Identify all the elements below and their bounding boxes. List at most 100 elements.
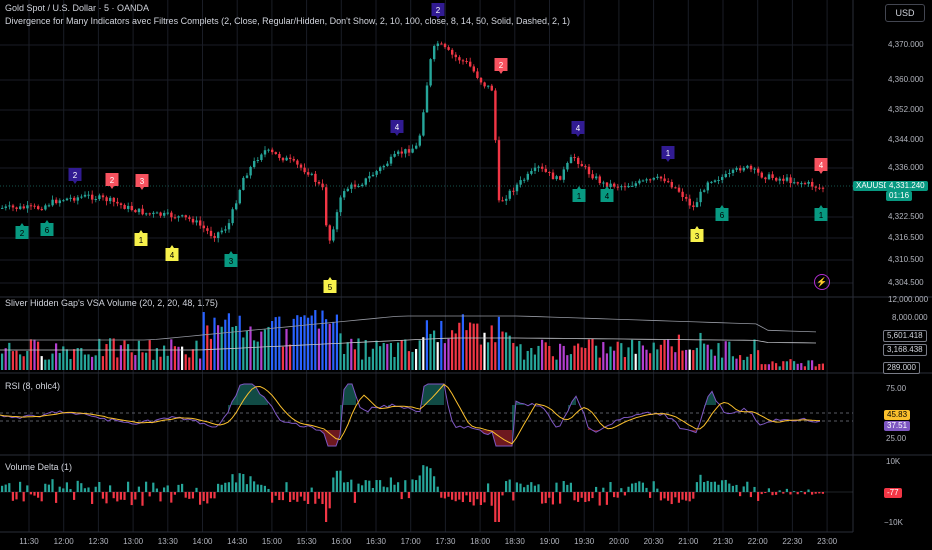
delta-bar	[130, 492, 133, 506]
volume-bar	[454, 333, 457, 370]
volume-bar	[328, 323, 331, 370]
volume-bar	[703, 343, 706, 370]
volume-bar	[375, 340, 378, 370]
volume-delta-legend[interactable]: Volume Delta (1)	[5, 462, 73, 472]
candle	[519, 180, 522, 185]
indicator-legend[interactable]: Divergence for Many Indicators avec Filt…	[5, 16, 571, 26]
time-tick: 21:00	[678, 537, 699, 546]
volume-bar	[29, 339, 32, 370]
volume-bar	[551, 356, 554, 370]
currency-button[interactable]: USD	[885, 4, 925, 22]
volume-bar	[163, 345, 166, 370]
delta-bar	[760, 492, 763, 495]
candle	[609, 183, 612, 188]
volume-bar	[94, 355, 97, 370]
candle	[339, 197, 342, 213]
delta-bar	[785, 488, 788, 492]
volume-bar	[274, 317, 277, 370]
volume-bar	[425, 320, 428, 370]
candle	[37, 206, 40, 210]
volume-bar	[69, 358, 72, 370]
volume-bar	[533, 354, 536, 370]
candle	[674, 187, 677, 189]
candle	[465, 61, 468, 63]
volume-bar	[814, 366, 817, 370]
symbol-legend[interactable]: Gold Spot / U.S. Dollar · 5 · OANDA	[5, 3, 150, 13]
delta-bar	[382, 486, 385, 492]
candle	[249, 166, 252, 176]
candle	[141, 208, 144, 215]
delta-bar	[314, 492, 317, 504]
delta-bar	[235, 482, 238, 492]
delta-bar	[771, 492, 774, 496]
delta-bar	[811, 492, 814, 495]
delta-bar	[407, 492, 410, 499]
rsi-overbought-fill	[248, 384, 252, 405]
delta-bar	[555, 482, 558, 492]
delta-bar	[267, 488, 270, 492]
volume-bar	[523, 359, 526, 370]
volume-bar	[253, 340, 256, 370]
volume-value-label: 289.000	[883, 362, 920, 374]
candle	[145, 213, 148, 215]
delta-bar	[436, 486, 439, 492]
volume-bar	[65, 349, 68, 370]
candle	[443, 43, 447, 48]
volume-bar	[742, 359, 745, 370]
delta-bar	[224, 482, 227, 492]
volume-bar	[105, 344, 108, 370]
candle	[487, 85, 490, 87]
volume-delta-pane[interactable]	[0, 465, 853, 522]
candle	[191, 218, 195, 223]
delta-bar	[281, 492, 284, 501]
delta-bar	[749, 492, 752, 498]
candle	[717, 179, 720, 181]
volume-bar	[526, 350, 529, 370]
delta-bar	[508, 479, 511, 492]
candle	[389, 156, 393, 164]
bolt-icon[interactable]: ⚡	[814, 274, 830, 290]
volume-bar	[130, 352, 133, 370]
candle	[335, 212, 339, 230]
delta-bar	[605, 492, 608, 505]
volume-bar	[364, 339, 367, 370]
candle	[526, 173, 529, 180]
delta-bar	[778, 490, 781, 492]
candle	[98, 195, 101, 200]
volume-pane[interactable]	[0, 310, 824, 370]
volume-legend[interactable]: Sliver Hidden Gap's VSA Volume (20, 2, 2…	[5, 298, 218, 308]
volume-bar	[271, 321, 274, 370]
rsi-overbought-fill	[708, 391, 712, 405]
rsi-oversold-fill	[332, 430, 336, 446]
delta-bar	[764, 492, 767, 494]
volume-bar	[15, 350, 18, 370]
delta-bar	[562, 481, 565, 492]
rsi-legend[interactable]: RSI (8, ohlc4)	[5, 381, 61, 391]
delta-bar	[530, 482, 533, 492]
candle	[433, 46, 436, 60]
time-tick: 16:00	[331, 537, 352, 546]
price-tick: 4,322.500	[888, 212, 924, 221]
volume-bar	[260, 331, 263, 370]
volume-bar	[199, 358, 202, 370]
price-tick: 4,336.000	[888, 163, 924, 172]
delta-bar	[335, 470, 338, 492]
time-tick: 22:30	[782, 537, 803, 546]
volume-bar	[731, 356, 734, 370]
candle	[371, 174, 375, 177]
volume-bar	[519, 344, 522, 370]
candle	[274, 152, 277, 155]
candle	[458, 57, 461, 61]
candle	[505, 198, 508, 201]
divergence-marker-shape	[323, 277, 337, 293]
volume-bar	[397, 342, 400, 370]
candle	[692, 205, 695, 208]
candle	[112, 197, 115, 202]
price-pane[interactable]	[0, 40, 853, 244]
delta-bar	[782, 492, 785, 494]
rsi-pane[interactable]	[0, 383, 853, 447]
delta-bar	[519, 483, 522, 492]
candle	[807, 181, 810, 184]
